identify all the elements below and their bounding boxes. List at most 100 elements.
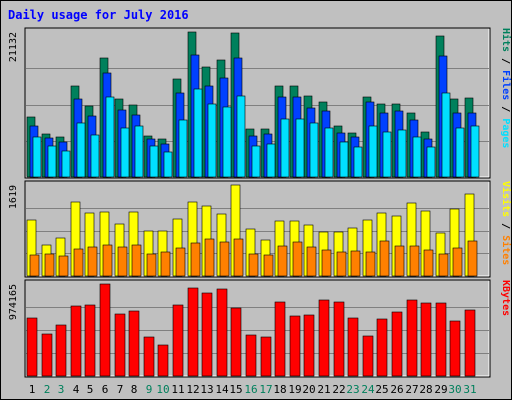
bar-sites-day-18: [277, 245, 288, 277]
bar-pages-day-30: [455, 127, 465, 178]
day-label-19: 19: [288, 383, 301, 396]
panel-kbytes: 974165 KBytes: [8, 279, 511, 378]
bar-pages-day-24: [368, 125, 378, 178]
day-label-29: 29: [434, 383, 447, 396]
bar-kbytes-day-12: [187, 287, 199, 377]
bar-kbytes-day-11: [172, 304, 184, 377]
day-label-28: 28: [419, 383, 432, 396]
bar-pages-day-6: [105, 96, 115, 178]
panel-visits-sites: 1619 Visits / Sites: [8, 180, 512, 278]
bar-kbytes-day-17: [260, 336, 272, 377]
bar-pages-day-14: [222, 106, 232, 178]
bar-pages-day-3: [61, 150, 71, 178]
bar-pages-day-1: [32, 136, 42, 178]
day-label-18: 18: [273, 383, 286, 396]
bar-kbytes-day-2: [41, 333, 53, 377]
bar-sites-day-22: [336, 251, 347, 277]
day-label-21: 21: [317, 383, 330, 396]
bar-pages-day-5: [90, 134, 100, 178]
bar-sites-day-2: [44, 253, 55, 277]
bar-kbytes-day-14: [216, 288, 228, 377]
bar-pages-day-19: [295, 118, 305, 178]
bar-kbytes-day-3: [55, 324, 67, 377]
day-label-22: 22: [332, 383, 345, 396]
bar-sites-day-9: [146, 253, 157, 277]
bar-sites-day-11: [175, 247, 186, 277]
bar-sites-day-25: [379, 240, 390, 277]
bar-kbytes-day-28: [420, 302, 432, 377]
panel-legend: Hits / Files / Pages: [500, 28, 512, 148]
series-pages: [32, 88, 480, 178]
bar-sites-day-21: [321, 249, 332, 277]
legend-separator: /: [500, 217, 511, 235]
day-label-1: 1: [29, 383, 36, 396]
bar-kbytes-day-29: [435, 302, 447, 377]
bar-sites-day-6: [102, 244, 113, 277]
bar-pages-day-16: [251, 145, 261, 178]
panel-legend: KBytes: [500, 280, 511, 316]
bar-pages-day-20: [309, 122, 319, 178]
bar-sites-day-17: [263, 254, 274, 277]
legend-sites: Sites: [500, 235, 512, 265]
day-label-3: 3: [58, 383, 65, 396]
day-label-4: 4: [73, 383, 80, 396]
bar-pages-day-12: [193, 88, 203, 178]
bar-pages-day-22: [339, 141, 349, 178]
chart-title: Daily usage for July 2016: [8, 8, 189, 22]
panel-hits-files-pages: 21132 Hits / Files / Pages: [8, 27, 512, 179]
day-axis-labels: 1 2 3 4 5 6 7 8 9 10 11 12 13 14 15 16 17 18 19 20 21 22 23 24 2…: [29, 383, 477, 396]
bar-kbytes-day-26: [391, 311, 403, 377]
bar-kbytes-day-18: [274, 301, 286, 377]
bar-sites-day-16: [248, 253, 259, 277]
day-label-14: 14: [215, 383, 229, 396]
bar-sites-day-19: [292, 241, 303, 277]
bar-sites-day-20: [306, 246, 317, 277]
bar-kbytes-day-22: [333, 301, 345, 377]
panel-legend: Visits / Sites: [500, 181, 512, 265]
bar-sites-day-27: [409, 245, 420, 277]
day-label-7: 7: [117, 383, 124, 396]
day-label-25: 25: [375, 383, 388, 396]
panel-max-label: 21132: [8, 32, 19, 62]
bar-sites-day-8: [131, 244, 142, 277]
bar-kbytes-day-15: [230, 307, 242, 377]
bar-pages-day-26: [397, 129, 407, 178]
bar-kbytes-day-7: [114, 313, 126, 377]
bar-kbytes-day-25: [376, 318, 388, 377]
day-label-11: 11: [171, 383, 184, 396]
bar-kbytes-day-27: [406, 299, 418, 377]
day-label-17: 17: [259, 383, 272, 396]
bar-kbytes-day-30: [449, 320, 461, 377]
bar-kbytes-day-20: [303, 314, 315, 377]
legend-hits: Hits: [500, 28, 512, 52]
day-label-26: 26: [390, 383, 403, 396]
bar-kbytes-day-19: [289, 315, 301, 377]
day-label-13: 13: [200, 383, 213, 396]
day-label-23: 23: [346, 383, 359, 396]
bar-sites-day-5: [87, 246, 98, 277]
bar-pages-day-7: [120, 127, 130, 178]
bar-pages-day-9: [149, 145, 159, 178]
bar-pages-day-11: [178, 119, 188, 178]
bar-kbytes-day-31: [464, 309, 476, 377]
bar-sites-day-31: [467, 240, 478, 277]
bar-pages-day-21: [324, 127, 334, 178]
bar-sites-day-15: [233, 238, 244, 277]
legend-files: Files: [500, 70, 512, 100]
bar-pages-day-4: [76, 122, 86, 178]
panel-max-label: 1619: [8, 185, 19, 209]
panel-max-label: 974165: [8, 284, 19, 320]
bar-pages-day-13: [207, 103, 217, 178]
series-kbytes: [26, 283, 476, 377]
day-label-12: 12: [186, 383, 199, 396]
day-label-30: 30: [448, 383, 461, 396]
bar-pages-day-8: [134, 125, 144, 178]
bar-pages-day-28: [426, 146, 436, 178]
bar-sites-day-29: [438, 253, 449, 277]
day-label-31: 31: [463, 383, 476, 396]
day-label-5: 5: [87, 383, 94, 396]
bar-sites-day-3: [58, 255, 69, 277]
bar-pages-day-18: [280, 118, 290, 178]
